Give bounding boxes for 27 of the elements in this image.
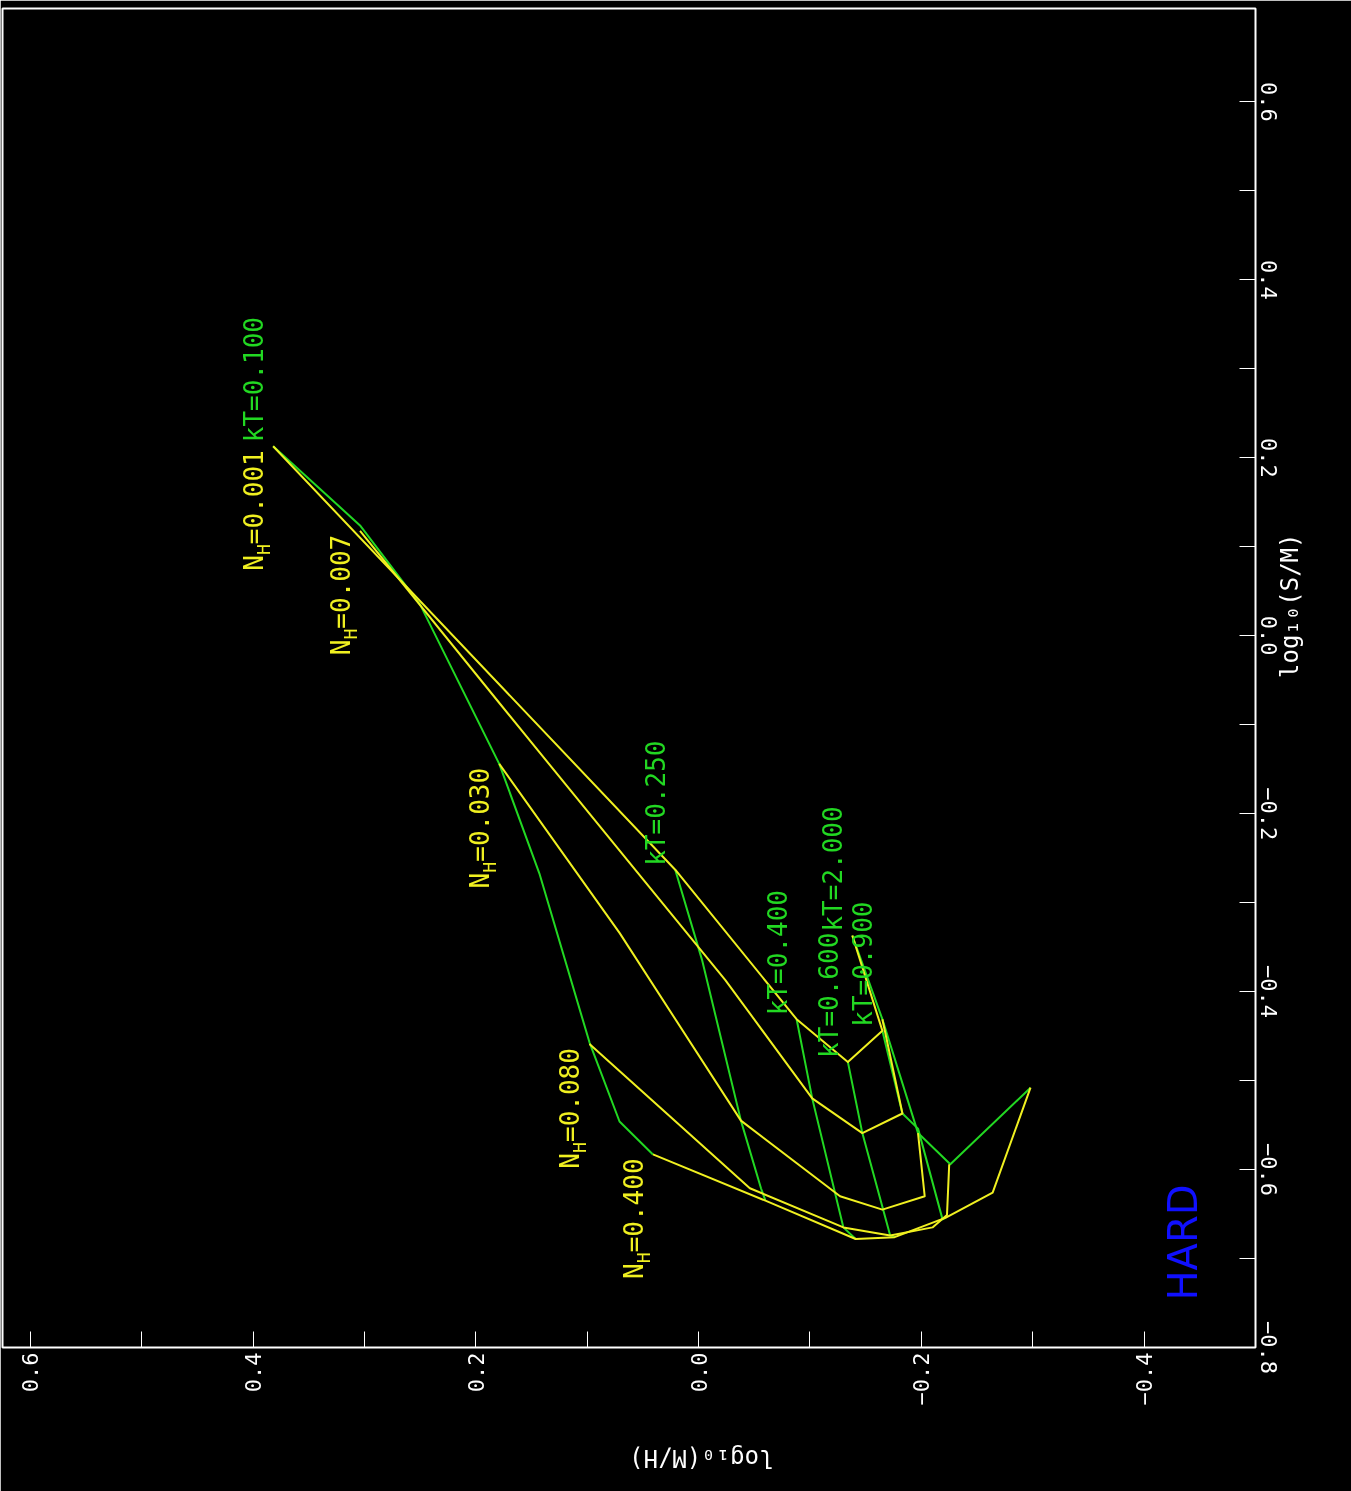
text: kT=0.250 [641, 740, 672, 866]
y-tick-label: 0.6 [1255, 82, 1281, 122]
y-tick-label: −0.6 [1255, 1143, 1281, 1197]
y-tick-label: 0.2 [1255, 437, 1281, 478]
text: NH=0.030 [465, 767, 501, 889]
x-tick-label: 0.2 [463, 1352, 489, 1393]
x-tick-label: −0.2 [909, 1352, 935, 1406]
y-tick-label: −0.2 [1255, 787, 1281, 841]
text: kT=0.900 [848, 901, 879, 1027]
text: NH=0.080 [555, 1048, 591, 1169]
x-tick-label: −0.4 [1132, 1352, 1158, 1406]
y-tick-label: 0.4 [1255, 259, 1281, 300]
text: kT=0.600 [813, 932, 844, 1058]
text: NH=0.400 [618, 1158, 654, 1279]
y-tick-label: −0.8 [1255, 1321, 1281, 1374]
x-tick-label: 0.4 [241, 1352, 267, 1393]
text: kT=2.000 [818, 806, 849, 932]
annotation: HARD [1159, 1184, 1206, 1301]
text: NH=0.001 [239, 450, 275, 571]
text: kT=0.400 [762, 889, 793, 1016]
text: NH=0.007 [326, 534, 362, 656]
x-axis-title: log₁₀(M/H) [628, 1444, 774, 1473]
x-tick-label: 0.6 [18, 1352, 44, 1393]
y-tick-label: 0.0 [1255, 615, 1281, 656]
x-tick-label: 0.0 [686, 1352, 712, 1393]
text: kT=0.100 [239, 317, 270, 443]
y-tick-label: −0.4 [1255, 965, 1281, 1019]
